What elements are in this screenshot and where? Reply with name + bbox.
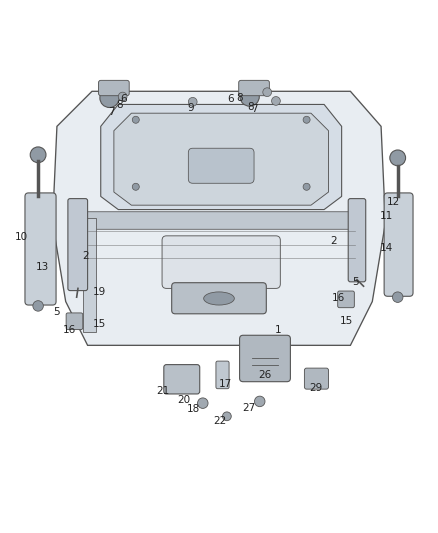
Circle shape: [254, 396, 265, 407]
Text: 20: 20: [177, 395, 191, 405]
FancyBboxPatch shape: [216, 361, 229, 389]
Text: 14: 14: [380, 243, 393, 253]
Text: 13: 13: [36, 262, 49, 272]
Text: 7: 7: [108, 107, 115, 117]
Text: 5: 5: [352, 277, 359, 287]
Circle shape: [188, 98, 197, 106]
Text: 16: 16: [63, 325, 76, 335]
Text: 29: 29: [310, 383, 323, 393]
Circle shape: [392, 292, 403, 302]
FancyBboxPatch shape: [384, 193, 413, 296]
Text: 8: 8: [247, 102, 254, 111]
Text: 19: 19: [93, 287, 106, 297]
Text: 26: 26: [258, 370, 272, 380]
FancyBboxPatch shape: [66, 313, 83, 329]
Text: 16: 16: [332, 293, 345, 303]
Text: 8: 8: [116, 100, 123, 110]
FancyBboxPatch shape: [164, 365, 200, 394]
Circle shape: [303, 116, 310, 123]
Ellipse shape: [204, 292, 234, 305]
Text: 2: 2: [330, 236, 337, 246]
Text: 18: 18: [187, 404, 200, 414]
Circle shape: [390, 150, 406, 166]
Polygon shape: [83, 219, 96, 332]
Text: 22: 22: [213, 416, 226, 426]
FancyBboxPatch shape: [188, 148, 254, 183]
FancyBboxPatch shape: [304, 368, 328, 389]
Text: 7: 7: [251, 104, 258, 114]
Circle shape: [118, 92, 127, 101]
FancyBboxPatch shape: [162, 236, 280, 288]
Circle shape: [33, 301, 43, 311]
FancyBboxPatch shape: [348, 199, 366, 282]
Text: 15: 15: [339, 316, 353, 326]
Text: 27: 27: [242, 402, 255, 413]
Circle shape: [198, 398, 208, 408]
Circle shape: [132, 116, 139, 123]
Circle shape: [100, 88, 119, 108]
Text: 1: 1: [275, 325, 282, 335]
Circle shape: [240, 87, 259, 106]
Text: 15: 15: [93, 319, 106, 329]
Polygon shape: [101, 104, 342, 209]
FancyBboxPatch shape: [25, 193, 56, 305]
Text: 10: 10: [14, 232, 28, 242]
Text: 2: 2: [82, 251, 89, 261]
Text: 21: 21: [156, 386, 170, 397]
FancyBboxPatch shape: [81, 212, 361, 229]
FancyBboxPatch shape: [240, 335, 290, 382]
Circle shape: [30, 147, 46, 163]
FancyBboxPatch shape: [338, 291, 354, 308]
Text: 12: 12: [387, 197, 400, 207]
Text: 17: 17: [219, 379, 232, 389]
FancyBboxPatch shape: [239, 80, 269, 96]
Polygon shape: [114, 113, 328, 205]
Text: 6: 6: [120, 94, 127, 104]
Text: 5: 5: [53, 308, 60, 318]
Text: 9: 9: [187, 103, 194, 113]
Text: 11: 11: [380, 211, 393, 221]
Circle shape: [263, 88, 272, 96]
Circle shape: [303, 183, 310, 190]
Circle shape: [272, 96, 280, 106]
Text: 8: 8: [236, 93, 243, 103]
Circle shape: [132, 183, 139, 190]
FancyBboxPatch shape: [172, 282, 266, 314]
FancyBboxPatch shape: [68, 199, 88, 290]
Circle shape: [223, 412, 231, 421]
Polygon shape: [53, 91, 385, 345]
FancyBboxPatch shape: [99, 80, 129, 96]
Text: 6: 6: [227, 94, 234, 104]
